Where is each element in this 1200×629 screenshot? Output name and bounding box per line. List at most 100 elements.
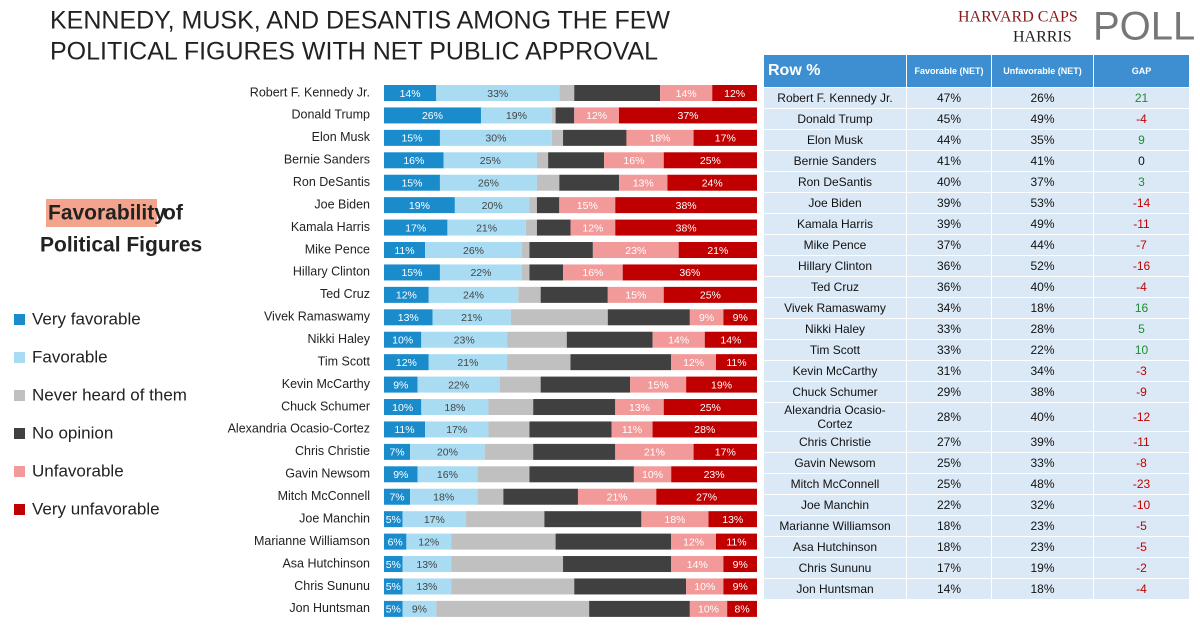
row: Kevin McCarthy 31% 34% -3 [763, 360, 1190, 382]
value-label: 15% [625, 290, 646, 302]
bar-segment [663, 152, 757, 169]
value-label: 15% [401, 133, 422, 145]
bar-segment [689, 309, 724, 326]
bar-segment [384, 421, 426, 438]
row: Marianne Williamson 18% 23% -5 [763, 515, 1190, 537]
bar-segment [402, 556, 452, 573]
category-label: Joe Manchin [299, 511, 370, 525]
bar-segment [529, 466, 634, 483]
bar-segment [484, 443, 534, 460]
cell: Bernie Sanders [763, 150, 907, 172]
value-label: 10% [392, 402, 413, 414]
bar-segment [451, 578, 575, 595]
value-label: 5% [386, 604, 401, 616]
legend-label: Very favorable [32, 309, 141, 328]
bar-segment [622, 264, 757, 281]
value-label: 12% [396, 357, 417, 369]
bar-segment [480, 107, 552, 124]
cell: Asa Hutchinson [763, 536, 907, 558]
bar-segment [507, 331, 567, 348]
cell: -7 [1093, 234, 1190, 256]
category-label: Donald Trump [291, 108, 370, 122]
value-label: 25% [700, 290, 721, 302]
bar-segment [615, 443, 694, 460]
cell: 36% [906, 255, 992, 277]
bar-segment [663, 399, 757, 416]
bar-segment [686, 376, 757, 393]
cell: 40% [991, 276, 1094, 298]
cell: 23% [991, 536, 1094, 558]
cell: Gavin Newsom [763, 452, 907, 474]
cell: 47% [906, 87, 992, 109]
value-label: 9% [393, 379, 408, 391]
cell: -2 [1093, 557, 1190, 579]
cell: 39% [991, 431, 1094, 453]
cell: 34% [991, 360, 1094, 382]
bar-segment [384, 309, 433, 326]
bar-segment [723, 578, 757, 595]
bar-segment [425, 421, 489, 438]
bar-segment [533, 443, 616, 460]
value-label: 12% [683, 536, 704, 548]
cell: 17% [906, 557, 992, 579]
value-label: 13% [633, 178, 654, 190]
cell: 41% [906, 150, 992, 172]
bar-segment [510, 309, 608, 326]
value-label: 9% [699, 312, 714, 324]
value-label: 13% [416, 581, 437, 593]
cell: -3 [1093, 360, 1190, 382]
bar-segment [384, 511, 403, 528]
row: Jon Huntsman 14% 18% -4 [763, 578, 1190, 600]
row: Chuck Schumer 29% 38% -9 [763, 381, 1190, 403]
cell: 53% [991, 192, 1094, 214]
chart: KENNEDY, MUSK, AND DESANTIS AMONG THE FE… [14, 7, 757, 617]
cell: -5 [1093, 515, 1190, 537]
bar-segment [384, 578, 403, 595]
bar-segment [671, 466, 757, 483]
value-label: 5% [386, 514, 401, 526]
value-label: 9% [733, 581, 748, 593]
value-label: 17% [715, 133, 736, 145]
value-label: 16% [437, 469, 458, 481]
bar-segment [592, 242, 679, 259]
row: Mike Pence 37% 44% -7 [763, 234, 1190, 256]
bar-segment [671, 354, 716, 371]
value-label: 9% [733, 312, 748, 324]
cell: 26% [991, 87, 1094, 109]
row: Mitch McConnell 25% 48% -23 [763, 473, 1190, 495]
row: Kamala Harris 39% 49% -11 [763, 213, 1190, 235]
cell: Kamala Harris [763, 213, 907, 235]
category-label: Mitch McConnell [278, 489, 370, 503]
legend-swatch [14, 390, 25, 401]
cell: -23 [1093, 473, 1190, 495]
value-label: 8% [734, 604, 749, 616]
row: Donald Trump 45% 49% -4 [763, 108, 1190, 130]
cell: 18% [991, 297, 1094, 319]
legend-swatch [14, 352, 25, 363]
bar-segment [652, 421, 757, 438]
bar-segment [402, 578, 452, 595]
bar-segment [574, 578, 687, 595]
cell: 9 [1093, 129, 1190, 151]
bar-segment [563, 264, 623, 281]
bar-segment [447, 219, 526, 236]
value-label: 23% [704, 469, 725, 481]
value-label: 15% [401, 178, 422, 190]
bar-segment [428, 286, 519, 303]
value-label: 24% [702, 178, 723, 190]
cell: Joe Manchin [763, 494, 907, 516]
cell: -8 [1093, 452, 1190, 474]
value-label: 12% [724, 88, 745, 100]
bar-segment [555, 107, 575, 124]
bar-segment [618, 174, 668, 191]
value-label: 18% [433, 492, 454, 504]
cell: -9 [1093, 381, 1190, 403]
bar-segment [428, 354, 508, 371]
bar-segment [678, 242, 757, 259]
value-label: 10% [698, 604, 719, 616]
header-cell: Row % [763, 54, 907, 88]
cell: Chris Sununu [763, 557, 907, 579]
category-label: Kevin McCarthy [282, 377, 371, 391]
value-label: 21% [644, 447, 665, 459]
bar-segment [522, 242, 530, 259]
